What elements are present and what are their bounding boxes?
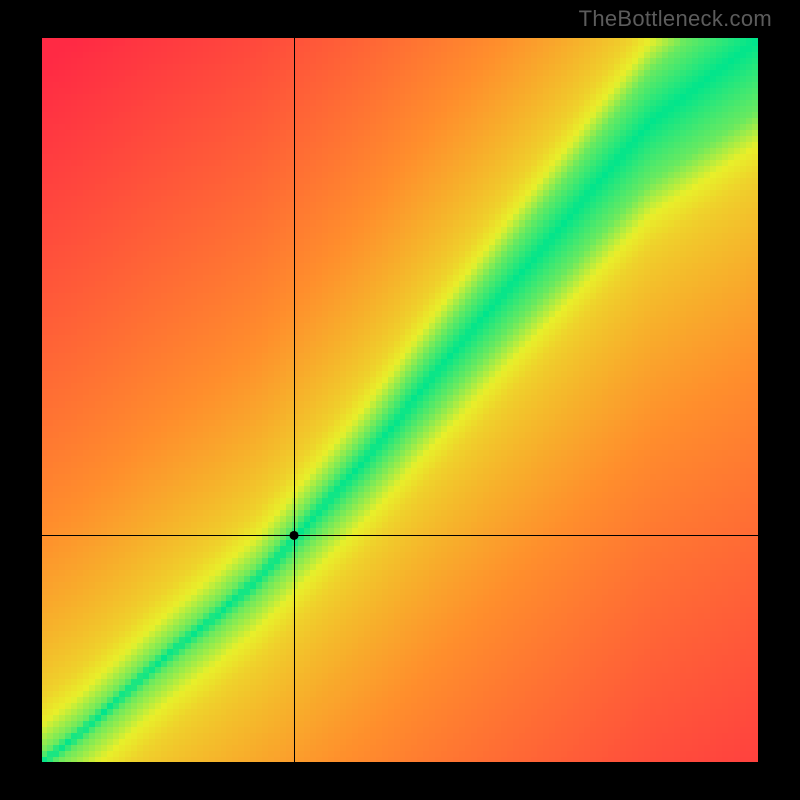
watermark-text: TheBottleneck.com [579,6,772,32]
chart-container: TheBottleneck.com [0,0,800,800]
plot-area [42,38,758,762]
heatmap-canvas [42,38,758,762]
